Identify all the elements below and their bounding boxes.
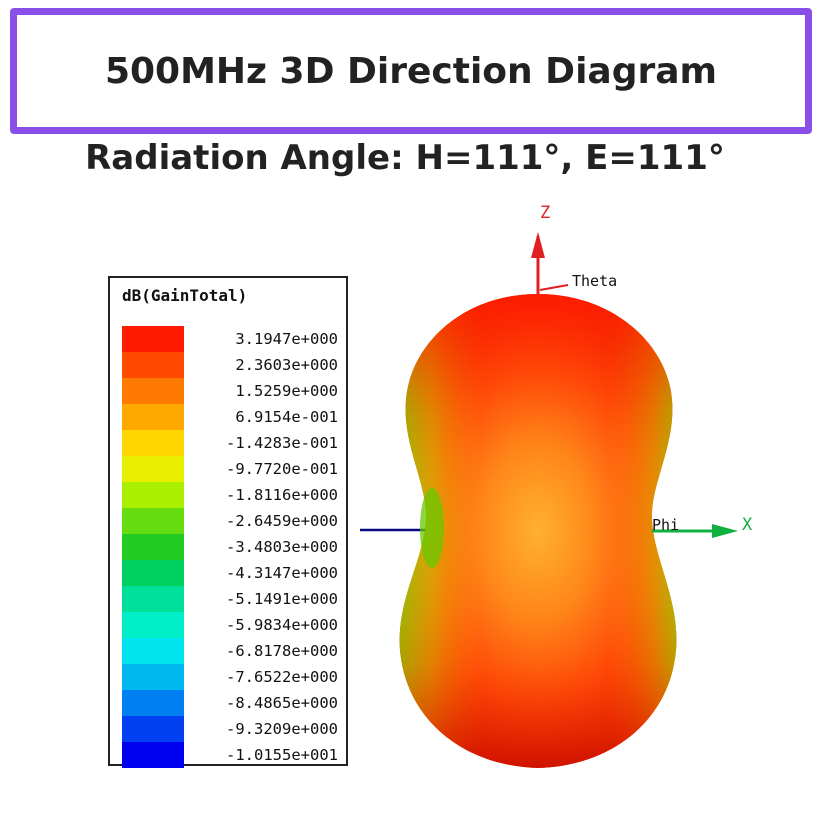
legend-value: -5.1491e+000: [226, 590, 338, 608]
legend-entry: -5.9834e+000: [110, 612, 346, 638]
legend-swatch: [122, 430, 184, 456]
legend-swatch: [122, 742, 184, 768]
x-axis-arrowhead: [712, 524, 738, 538]
legend-title: dB(GainTotal): [122, 286, 248, 305]
legend-entry: -4.3147e+000: [110, 560, 346, 586]
legend-entry: -9.7720e-001: [110, 456, 346, 482]
legend-swatch: [122, 586, 184, 612]
legend-entry: -1.8116e+000: [110, 482, 346, 508]
legend-swatch: [122, 664, 184, 690]
legend-entry: -1.4283e-001: [110, 430, 346, 456]
legend-value: -1.8116e+000: [226, 486, 338, 504]
legend-swatch: [122, 456, 184, 482]
legend-swatch: [122, 690, 184, 716]
phi-label: Phi: [652, 516, 679, 534]
legend-swatch: [122, 352, 184, 378]
legend-swatch: [122, 326, 184, 352]
legend-entry: -2.6459e+000: [110, 508, 346, 534]
legend-value: -6.8178e+000: [226, 642, 338, 660]
legend-entry: -6.8178e+000: [110, 638, 346, 664]
legend-value: -8.4865e+000: [226, 694, 338, 712]
legend-swatch: [122, 560, 184, 586]
legend-entry: 1.5259e+000: [110, 378, 346, 404]
theta-label: Theta: [572, 272, 617, 290]
theta-indicator: [539, 284, 569, 291]
legend-swatch: [122, 716, 184, 742]
legend-entry: 6.9154e-001: [110, 404, 346, 430]
legend-entry: 2.3603e+000: [110, 352, 346, 378]
legend-value: -7.6522e+000: [226, 668, 338, 686]
legend-value: -2.6459e+000: [226, 512, 338, 530]
x-axis-label: X: [742, 515, 753, 535]
legend-value: 6.9154e-001: [235, 408, 338, 426]
z-axis-arrowhead: [531, 232, 545, 258]
radiation-body-lobe-shading: [399, 294, 677, 768]
legend-swatch: [122, 638, 184, 664]
legend-entry: -7.6522e+000: [110, 664, 346, 690]
legend-value: -1.4283e-001: [226, 434, 338, 452]
legend-swatch: [122, 534, 184, 560]
legend-entry: 3.1947e+000: [110, 326, 346, 352]
legend-value: 1.5259e+000: [235, 382, 338, 400]
legend-value: 2.3603e+000: [235, 356, 338, 374]
legend-swatch: [122, 508, 184, 534]
legend-swatch: [122, 378, 184, 404]
legend-swatch: [122, 612, 184, 638]
legend-entry: -3.4803e+000: [110, 534, 346, 560]
legend-value: -3.4803e+000: [226, 538, 338, 556]
legend-entry: -9.3209e+000: [110, 716, 346, 742]
legend-entry: -5.1491e+000: [110, 586, 346, 612]
gain-legend: dB(GainTotal) 3.1947e+000 2.3603e+000 1.52…: [108, 276, 348, 768]
legend-value: -9.3209e+000: [226, 720, 338, 738]
waist-low-gain-region: [420, 488, 444, 568]
legend-value: -9.7720e-001: [226, 460, 338, 478]
legend-entry: -8.4865e+000: [110, 690, 346, 716]
legend-swatch: [122, 404, 184, 430]
legend-entry: -1.0155e+001: [110, 742, 346, 768]
radiation-angle-subtitle: Radiation Angle: H=111°, E=111°: [85, 138, 725, 178]
page-title: 500MHz 3D Direction Diagram: [104, 50, 718, 92]
legend-value: 3.1947e+000: [235, 330, 338, 348]
title-banner: 500MHz 3D Direction Diagram: [10, 8, 812, 134]
legend-swatch: [122, 482, 184, 508]
legend-value: -5.9834e+000: [226, 616, 338, 634]
legend-value: -1.0155e+001: [226, 746, 338, 764]
z-axis-label: Z: [540, 203, 550, 223]
legend-value: -4.3147e+000: [226, 564, 338, 582]
